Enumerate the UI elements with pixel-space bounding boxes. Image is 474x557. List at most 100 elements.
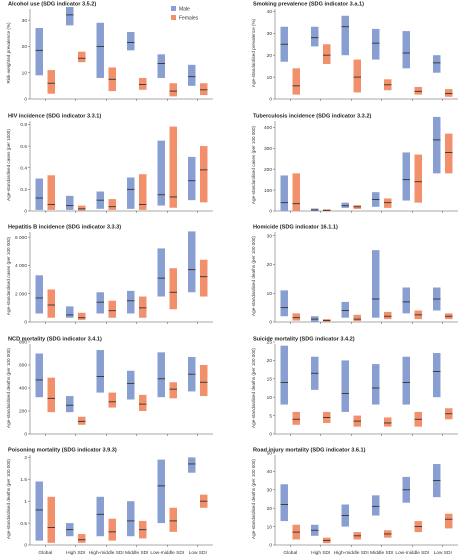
y-tick-label: 0	[269, 209, 272, 215]
range-bar-male	[433, 116, 441, 174]
x-tick-label: Low-middle SDI	[150, 550, 184, 556]
range-bar-male	[127, 501, 135, 537]
range-bar-male	[96, 350, 104, 393]
y-tick-label: 0	[269, 97, 272, 103]
range-bar-male	[372, 364, 380, 405]
range-bar-female	[292, 173, 300, 211]
range-bar-female	[414, 86, 422, 95]
x-tick-label: High SDI	[66, 550, 85, 556]
range-bar-male	[280, 484, 288, 522]
x-tick-label: Low-middle SDI	[395, 550, 429, 556]
range-bar-female	[47, 496, 55, 543]
x-tick-label: Global	[283, 550, 297, 556]
range-bar-female	[169, 507, 177, 532]
range-bar-male	[311, 26, 319, 47]
y-tick-label: 20	[267, 358, 273, 364]
range-bar-female	[353, 314, 361, 322]
y-axis-label: Age-standardised deaths (per 100 000)	[6, 348, 11, 428]
range-bar-male	[341, 202, 349, 208]
y-tick-label: 20	[267, 53, 273, 59]
panel-title: Suicide mortality (SDG indicator 3.4.2)	[253, 337, 355, 343]
panel-title: HIV incidence (SDG indicator 3.3.1)	[8, 114, 101, 120]
chart-panel-4: Tuberculosis incidence (SDG indicator 3.…	[251, 114, 458, 215]
range-bar-male	[280, 175, 288, 211]
y-tick-label: 300	[264, 146, 272, 152]
range-bar-male	[127, 370, 135, 400]
range-bar-male	[35, 178, 43, 210]
range-bar-female	[108, 300, 116, 318]
x-tick-label: High SDI	[311, 550, 330, 556]
panel-title: NCD mortality (SDG indicator 3.4.1)	[8, 337, 102, 343]
y-tick-label: 30	[22, 18, 28, 24]
y-tick-label: 0	[24, 432, 27, 438]
range-bar-female	[169, 382, 177, 399]
y-tick-label: 0	[24, 320, 27, 326]
panel-title: Smoking prevalence (SDG indicator 3.a.1)	[253, 2, 364, 8]
range-bar-male	[188, 231, 196, 293]
range-bar-female	[200, 259, 208, 297]
range-bar-female	[292, 411, 300, 425]
y-tick-label: 2 000	[15, 291, 27, 297]
range-bar-female	[169, 268, 177, 310]
range-bar-female	[47, 70, 55, 94]
y-tick-label: 10	[267, 75, 273, 81]
range-bar-female	[78, 534, 86, 543]
range-bar-male	[35, 28, 43, 76]
panel-title: Homicide (SDG indicator 16.1.1)	[253, 225, 338, 231]
range-bar-male	[433, 55, 441, 73]
legend-label-female: Females	[179, 15, 199, 21]
y-tick-label: 600	[19, 363, 27, 369]
y-tick-label: 5	[269, 413, 272, 419]
y-tick-label: 30	[267, 31, 273, 37]
range-bar-male	[341, 360, 349, 412]
legend-label-male: Male	[179, 6, 190, 12]
y-tick-label: 4 000	[15, 263, 27, 269]
range-bar-female	[169, 83, 177, 97]
panels: Alcohol use (SDG indicator 3.5.2) 0 10 20 30…	[6, 2, 458, 556]
range-bar-female	[292, 313, 300, 321]
range-bar-female	[108, 518, 116, 541]
x-tick-label: Middle SDI	[125, 550, 148, 556]
range-bar-female	[108, 392, 116, 408]
range-bar-male	[66, 195, 74, 210]
y-tick-label: 6 000	[15, 235, 27, 241]
chart-panel-10: Road injury mortality (SDG indicator 3.6…	[251, 448, 458, 556]
range-bar-male	[372, 250, 380, 318]
y-tick-label: 0.2	[20, 187, 27, 193]
range-bar-male	[402, 287, 410, 314]
range-bar-male	[402, 152, 410, 201]
range-bar-male	[402, 356, 410, 405]
range-bar-male	[35, 481, 43, 541]
y-tick-label: 400	[264, 125, 272, 131]
y-tick-label: 200	[19, 409, 27, 415]
range-bar-male	[280, 345, 288, 405]
range-bar-female	[139, 394, 147, 411]
y-axis-label: Age-standardised cases (per 100 000)	[6, 236, 11, 315]
range-bar-male	[157, 459, 165, 524]
range-bar-female	[139, 174, 147, 210]
chart-panel-5: Hepatitis B incidence (SDG indicator 3.3…	[6, 225, 213, 326]
chart-panel-9: Poisoning mortality (SDG indicator 3.9.3…	[6, 448, 213, 556]
range-bar-female	[78, 312, 86, 320]
range-bar-male	[157, 54, 165, 78]
range-bar-male	[157, 248, 165, 297]
y-tick-label: 100	[264, 188, 272, 194]
range-bar-female	[200, 83, 208, 96]
x-tick-label: Low SDI	[189, 550, 207, 556]
legend-swatch-female	[171, 15, 176, 20]
y-axis-label: Risk-weighted prevalence (%)	[6, 22, 11, 83]
y-tick-label: 200	[264, 167, 272, 173]
range-bar-male	[341, 301, 349, 318]
y-tick-label: 0	[24, 543, 27, 549]
y-axis-label: Age-standardised deaths (per 100 000)	[251, 236, 256, 316]
range-bar-female	[169, 126, 177, 208]
panel-title: Alcohol use (SDG indicator 3.5.2)	[8, 2, 96, 8]
range-bar-female	[47, 377, 55, 413]
y-tick-label: 0	[24, 97, 27, 103]
range-bar-female	[445, 513, 453, 529]
y-tick-label: 40	[267, 469, 273, 475]
range-bar-male	[188, 156, 196, 201]
range-bar-male	[66, 396, 74, 413]
range-bar-female	[139, 77, 147, 90]
